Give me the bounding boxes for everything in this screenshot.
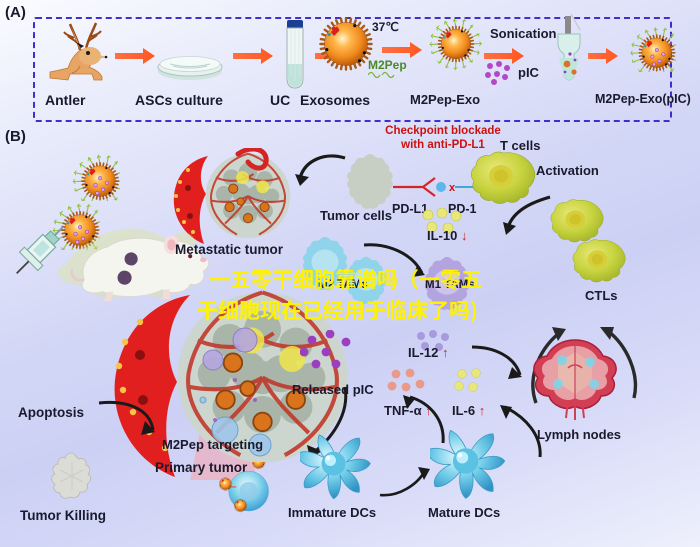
svg-text:x: x [449,182,456,194]
